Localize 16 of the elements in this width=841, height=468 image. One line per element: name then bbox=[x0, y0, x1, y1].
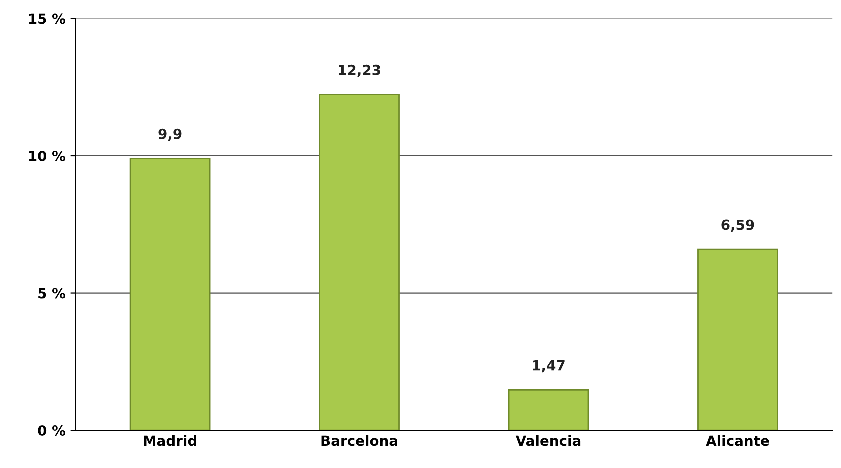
bar bbox=[319, 94, 400, 431]
bar bbox=[130, 158, 211, 431]
y-tick-label: 5 % bbox=[38, 288, 66, 299]
bar bbox=[508, 390, 590, 431]
bar bbox=[698, 248, 778, 431]
x-tick-label: Valencia bbox=[516, 435, 581, 446]
x-tick-label: Alicante bbox=[706, 435, 770, 446]
data-label: 12,23 bbox=[339, 64, 380, 78]
data-label: 9,9 bbox=[158, 128, 182, 142]
x-tick-label: Madrid bbox=[144, 435, 196, 446]
x-tick-label: Barcelona bbox=[322, 435, 398, 446]
y-tick-label: 10 % bbox=[29, 150, 66, 162]
data-label: 1,47 bbox=[533, 360, 565, 373]
y-tick-label: 0 % bbox=[38, 426, 66, 436]
data-label: 6,59 bbox=[722, 220, 754, 232]
y-tick-label: 15 % bbox=[29, 14, 66, 24]
